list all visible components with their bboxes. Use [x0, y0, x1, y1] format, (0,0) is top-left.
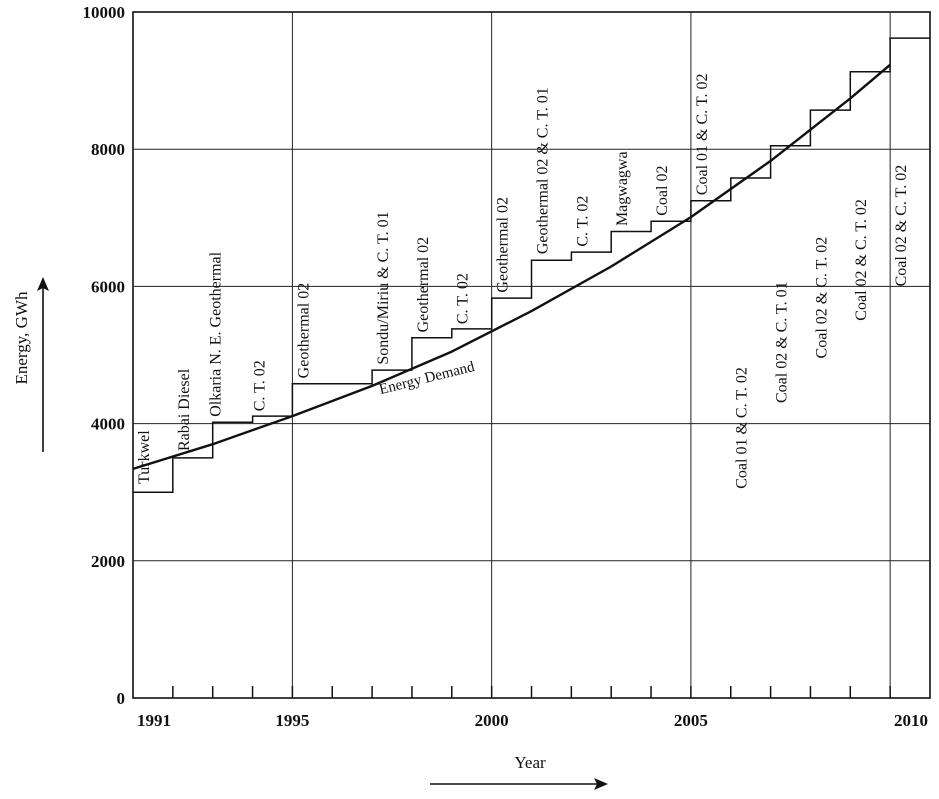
y-tick-label: 8000 — [91, 140, 125, 159]
y-axis-title: Energy, GWh — [12, 291, 31, 385]
y-axis-arrowhead — [37, 277, 49, 291]
plant-annotation: Magwagwa — [614, 151, 631, 226]
x-axis-title: Year — [514, 753, 546, 772]
plant-annotation: Coal 02 & C. T. 02 — [893, 165, 910, 287]
plant-annotation: Coal 02 & C. T. 02 — [813, 237, 830, 359]
plant-annotation: C. T. 02 — [574, 196, 591, 247]
plant-annotation: Geothermal 02 & C. T. 01 — [534, 87, 551, 254]
plant-annotation: Rabai Diesel — [176, 368, 193, 451]
plant-annotation: Geothermal 02 — [295, 283, 312, 379]
plant-annotation: Geothermal 02 — [415, 237, 432, 333]
plant-annotation: Coal 02 — [654, 166, 671, 216]
plant-annotation: Geothermal 02 — [495, 197, 512, 293]
plant-annotation: Coal 01 & C. T. 02 — [694, 74, 711, 196]
energy-demand-curve — [132, 63, 891, 471]
y-tick-label: 0 — [117, 689, 126, 708]
plant-annotation: Turkwel — [136, 430, 153, 484]
y-tick-label: 10000 — [83, 3, 126, 22]
capacity-step-line — [133, 37, 930, 493]
series — [132, 37, 930, 493]
x-tick-label: 2000 — [475, 711, 509, 730]
x-tick-label: 2010 — [894, 711, 928, 730]
x-tick-label: 1991 — [137, 711, 171, 730]
plant-annotation: Sondu/Miriu & C. T. 01 — [375, 211, 392, 364]
y-tick-label: 4000 — [91, 415, 125, 434]
axis-ticks — [172, 686, 891, 698]
plant-annotation: C. T. 02 — [252, 360, 269, 411]
plant-annotation: Coal 01 & C. T. 02 — [734, 367, 751, 489]
tick-labels: 0 2000 4000 6000 8000 10000 1991 1995 2000 2005 20… — [83, 3, 929, 730]
x-axis-arrowhead — [594, 778, 608, 790]
x-tick-label: 1995 — [275, 711, 309, 730]
plant-annotation: Coal 02 & C. T. 02 — [853, 199, 870, 321]
y-tick-label: 6000 — [91, 277, 125, 296]
plant-annotation: C. T. 02 — [455, 273, 472, 324]
plant-annotation: Coal 02 & C. T. 01 — [774, 281, 791, 403]
annotations: Energy Demand Turkwel Rabai Diesel Olkaria … — [136, 74, 910, 489]
energy-demand-label: Energy Demand — [378, 359, 477, 398]
plant-annotation: Olkaria N. E. Geothermal — [208, 251, 225, 416]
y-tick-label: 2000 — [91, 552, 125, 571]
x-tick-label: 2005 — [674, 711, 708, 730]
